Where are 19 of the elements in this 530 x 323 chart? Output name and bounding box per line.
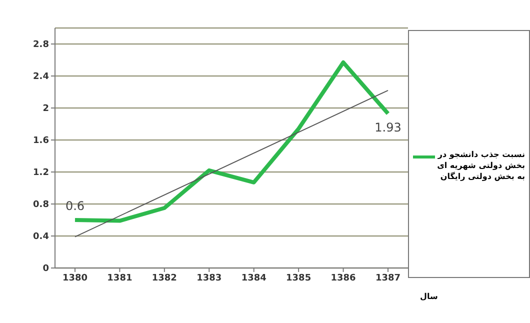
y-tick-label: 0: [42, 264, 49, 274]
x-tick-label: 1386: [330, 273, 356, 284]
legend-label: نسبت جذب دانشجو در بخش دولتی شهریه ای به بخش دولتی رایگان: [436, 149, 525, 182]
x-tick-label: 1380: [62, 273, 88, 284]
y-tick-label: 1.6: [33, 136, 49, 146]
x-tick-label: 1381: [107, 273, 132, 284]
y-tick-label: 2.8: [33, 40, 49, 50]
y-tick-label: 2.4: [33, 72, 49, 82]
x-axis-title: سال: [420, 292, 438, 301]
x-tick-label: 1382: [152, 273, 177, 284]
y-tick-label: 1.2: [33, 168, 49, 178]
x-tick-label: 1384: [241, 273, 266, 284]
x-tick-label: 1383: [196, 273, 222, 284]
x-tick-label: 1385: [286, 273, 312, 284]
x-tick-label: 1387: [375, 273, 401, 284]
y-tick-label: 0.4: [33, 232, 49, 242]
y-tick-label: 0.8: [33, 200, 49, 210]
y-tick-label: 2: [42, 104, 49, 114]
data-label: 1.93: [374, 120, 402, 135]
